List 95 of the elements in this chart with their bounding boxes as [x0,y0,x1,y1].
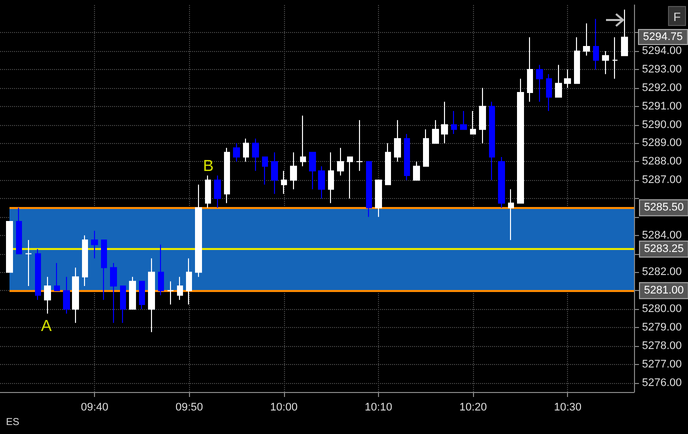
candlestick [508,188,514,240]
candlestick [527,36,533,102]
candlestick [186,258,192,305]
candlestick [470,110,476,134]
y-tick-label: 5280.00 [642,303,682,316]
candlestick [214,174,221,208]
candlestick [129,276,136,310]
y-tick-label: 5290.00 [642,118,682,131]
candlestick [281,170,287,194]
y-tick-label: 5288.00 [642,156,682,168]
y-tick-label: 5291.00 [642,100,682,112]
candlestick [91,230,98,259]
candlestick [347,156,353,199]
candlestick [167,280,174,305]
ref-line-label: 5285.50 [644,202,684,214]
candlestick [555,64,562,98]
annotation: B [203,158,214,176]
candlestick [394,120,401,162]
y-tick-label: 5279.00 [642,322,682,334]
candlestick [243,138,249,162]
annotation: A [41,318,52,336]
x-tick-label: 09:50 [175,402,203,414]
candlestick [290,152,297,190]
x-tick-label: 10:20 [459,402,487,414]
candlestick [139,280,145,310]
candlestick [195,184,202,278]
candlestick [262,156,268,186]
candlestick [517,78,524,204]
candlestick [356,120,363,172]
candlestick [328,152,334,204]
candlestick [536,64,543,102]
candlestick [479,87,486,144]
candlestick [564,69,571,88]
y-tick-label: 5292.00 [642,82,682,94]
candlestick [546,74,552,112]
candlestick [574,36,580,84]
candlestick [612,36,618,80]
candlestick [309,152,316,190]
y-tick-label: 5282.00 [642,266,682,278]
y-tick-label: 5289.00 [642,137,682,150]
text: ES [6,417,20,428]
candlestick [6,221,13,273]
candlestick [375,180,382,218]
candlestick [385,142,391,186]
y-tick-label: 5293.00 [642,64,682,76]
candlestick [44,276,51,314]
candlestick [158,244,164,296]
text: 5294.75 [638,29,688,45]
candlestick [101,239,107,300]
candlestick [337,147,344,176]
y-tick-label: 5287.00 [642,174,682,186]
candlestick [498,156,505,208]
candlestick [300,115,306,167]
candlestick [460,110,467,130]
y-tick-label: 5276.00 [642,376,682,389]
candlestick [54,262,60,292]
x-tick-label: 10:00 [270,402,298,414]
candlestick [252,138,259,172]
y-tick-label: 5284.00 [642,229,682,242]
y-tick-label: 5294.00 [642,45,682,58]
y-tick-label: 5278.00 [642,340,682,352]
candlestick [583,22,590,56]
candlestick [404,134,410,181]
candlestick [35,248,41,300]
candlestick [423,128,429,167]
candlestick [205,174,211,208]
candlestick [110,262,117,324]
candlestick [271,152,278,194]
ref-line-label: 5281.00 [644,284,684,297]
candlestick [621,9,628,56]
candlestick [120,286,126,324]
candlestick [451,110,457,134]
candlestick [318,166,325,199]
x-tick-label: 09:40 [80,402,108,414]
candlestick [593,18,599,70]
x-tick-label: 10:30 [554,402,582,414]
x-tick-label: 10:10 [364,402,392,414]
candlestick [366,161,372,218]
candlestick [432,120,439,144]
candlestick [25,239,32,287]
candlestick [82,234,88,287]
ref-line-label: 5283.25 [644,243,684,256]
candlestick [233,142,240,162]
candlestick [16,207,22,254]
candlestick [72,267,79,324]
candlestick [441,101,448,144]
candlestick [63,276,70,314]
candlestick [224,147,230,204]
candlestick [177,276,183,300]
candlestick [489,101,495,181]
y-tick-label: 5277.00 [642,358,682,370]
candlestick [413,161,420,181]
candlestick [148,258,155,333]
candlestick [602,50,609,75]
text: F [668,6,686,26]
